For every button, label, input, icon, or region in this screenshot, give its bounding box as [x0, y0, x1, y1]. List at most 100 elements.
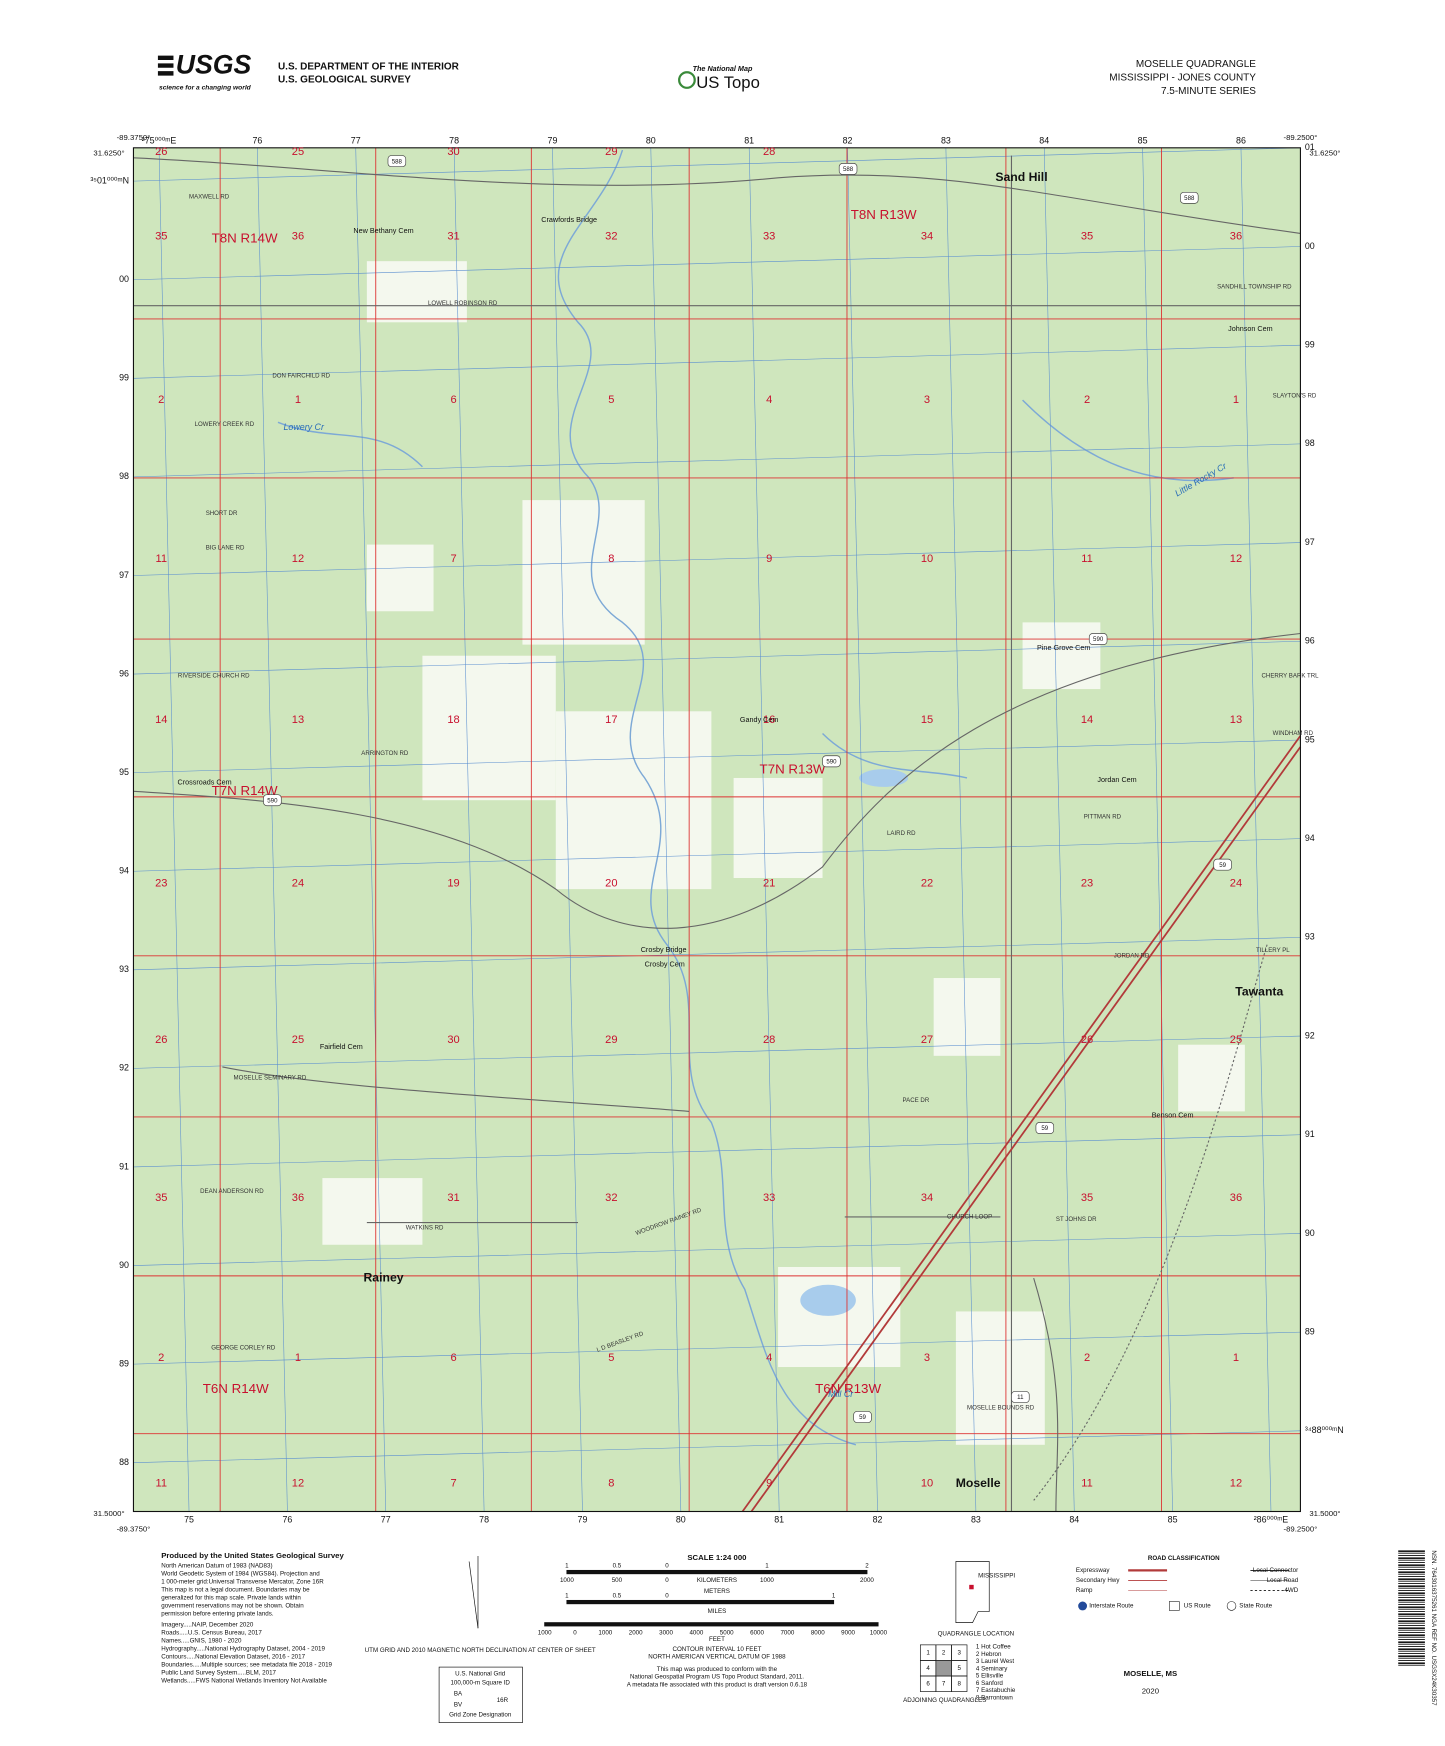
route-shield: [838, 163, 858, 175]
road-label: CHERRY BARK TRL: [1262, 672, 1320, 679]
note-line: North American Datum of 1983 (NAD83): [161, 1563, 272, 1570]
section-number: 3: [924, 394, 930, 406]
scale-tick: 1000: [760, 1577, 774, 1584]
easting-label: 80: [676, 1515, 686, 1525]
place-label: Crosby Cem: [645, 960, 685, 969]
scale-tick: 0.5: [613, 1593, 622, 1600]
section-number: 32: [605, 1192, 617, 1204]
place-label: Benson Cem: [1152, 1111, 1194, 1120]
scale-tick: 6000: [750, 1629, 764, 1636]
barcode-bar: [1398, 1634, 1425, 1636]
scale-tick: 3000: [659, 1629, 673, 1636]
section-number: 24: [292, 877, 304, 889]
location-label: MISSISSIPPI: [978, 1573, 1015, 1580]
northing-label: ³⁵01⁰⁰⁰ᵐN: [90, 176, 129, 186]
adjoining-cell: [951, 1675, 968, 1692]
barcode-bar: [1398, 1657, 1425, 1659]
section-number: 9: [766, 553, 772, 565]
barcode-bar: [1398, 1622, 1425, 1624]
scale-tick: 2000: [860, 1577, 874, 1584]
source-line: Imagery.....NAIP, December 2020: [161, 1621, 254, 1628]
section-number: 23: [1081, 877, 1093, 889]
section-number: 32: [605, 231, 617, 243]
barcode-bar: [1398, 1590, 1425, 1591]
road-label: CHURCH LOOP: [947, 1214, 992, 1221]
easting-label: 79: [548, 135, 558, 145]
scale-title: SCALE 1:24 000: [687, 1553, 746, 1562]
northing-label: 98: [119, 471, 129, 481]
grid-line: [748, 147, 780, 1512]
northing-label: 96: [119, 668, 129, 678]
road-label: DON FAIRCHILD RD: [272, 372, 330, 379]
barcode-bar: [1398, 1573, 1425, 1575]
adjoining-name: 1 Hot Coffee: [976, 1644, 1011, 1651]
section-number: 7: [450, 1478, 456, 1490]
grid-line: [133, 1035, 1301, 1069]
northing-label: 91: [1305, 1129, 1315, 1139]
contour-note: NORTH AMERICAN VERTICAL DATUM OF 1988: [648, 1654, 786, 1661]
corner-label: -89.2500°: [1284, 1524, 1318, 1533]
road-label: LOWERY CREEK RD: [195, 421, 255, 428]
route-shield: [1180, 191, 1199, 204]
grid-line: [158, 147, 190, 1512]
section-number: 33: [763, 231, 775, 243]
barcode-bar: [1398, 1664, 1425, 1666]
barcode-bar: [1398, 1601, 1425, 1603]
corner-label: 31.6250°: [1309, 148, 1340, 157]
scale-tick: 1: [832, 1593, 836, 1600]
route-number: 588: [843, 166, 854, 173]
easting-label: 84: [1039, 135, 1049, 145]
route-number: 588: [392, 158, 403, 165]
adjoining-number: 6: [926, 1680, 930, 1687]
grid-line: [1142, 147, 1173, 1512]
road-label: RIVERSIDE CHURCH RD: [178, 672, 250, 679]
grid-line: [133, 1331, 1301, 1365]
quad-locator: [969, 1584, 974, 1590]
easting-label: 83: [941, 135, 951, 145]
adjoining-title: ADJOINING QUADRANGLES: [903, 1697, 986, 1704]
section-number: 29: [605, 1034, 617, 1046]
barcode-bar: [1398, 1639, 1425, 1640]
barcode-text: NSN. 7643016375261 NGA REF NO. USGSX24K3…: [1430, 1550, 1437, 1706]
easting-label: 86: [1236, 135, 1246, 145]
scale-tick: 0: [665, 1593, 669, 1600]
northing-label: 99: [119, 373, 129, 383]
section-number: 6: [450, 394, 456, 406]
road-label: ST JOHNS DR: [1056, 1216, 1097, 1223]
adjoining-name: 6 Sanford: [976, 1680, 1004, 1687]
easting-label: 82: [843, 135, 853, 145]
section-number: 14: [1081, 714, 1093, 726]
source-line: Hydrography.....National Hydrography Dat…: [161, 1646, 325, 1653]
note-line: World Geodetic System of 1984 (WGS84). P…: [161, 1571, 320, 1578]
barcode-bar: [1398, 1576, 1425, 1577]
section-number: 29: [605, 146, 617, 158]
northing-label: 94: [1305, 833, 1315, 843]
grid-line: [133, 640, 1301, 675]
source-line: Contours.....National Elevation Dataset,…: [161, 1654, 305, 1661]
grid-line: [453, 147, 485, 1512]
barcode-bar: [1398, 1632, 1425, 1633]
place-label: Tawanta: [1235, 985, 1283, 999]
sheet-year: 2020: [1142, 1687, 1160, 1696]
grid-line: [133, 542, 1301, 576]
section-number: 34: [921, 1192, 933, 1204]
barcode-bar: [1398, 1615, 1425, 1617]
barcode-bar: [1398, 1585, 1425, 1587]
township-label: T7N R14W: [212, 783, 278, 798]
grid-line: [133, 344, 1301, 379]
dept: U.S. DEPARTMENT OF THE INTERIOR: [278, 61, 460, 72]
place-label: Jordan Cem: [1097, 775, 1136, 784]
barcode-bar: [1398, 1613, 1425, 1615]
source-line: Public Land Survey System.....BLM, 2017: [161, 1670, 276, 1677]
section-number: 2: [1084, 1352, 1090, 1364]
grid-line: [133, 147, 1301, 182]
barcode-bar: [1398, 1555, 1425, 1556]
northing-label: 95: [1305, 734, 1315, 744]
barcode-bar: [1398, 1559, 1425, 1561]
adjoining-name: 7 Eastabuchie: [976, 1687, 1016, 1694]
township-label: T8N R13W: [851, 207, 917, 222]
grid-line: [1240, 147, 1272, 1512]
northing-label: 90: [119, 1260, 129, 1270]
section-number: 12: [292, 553, 304, 565]
